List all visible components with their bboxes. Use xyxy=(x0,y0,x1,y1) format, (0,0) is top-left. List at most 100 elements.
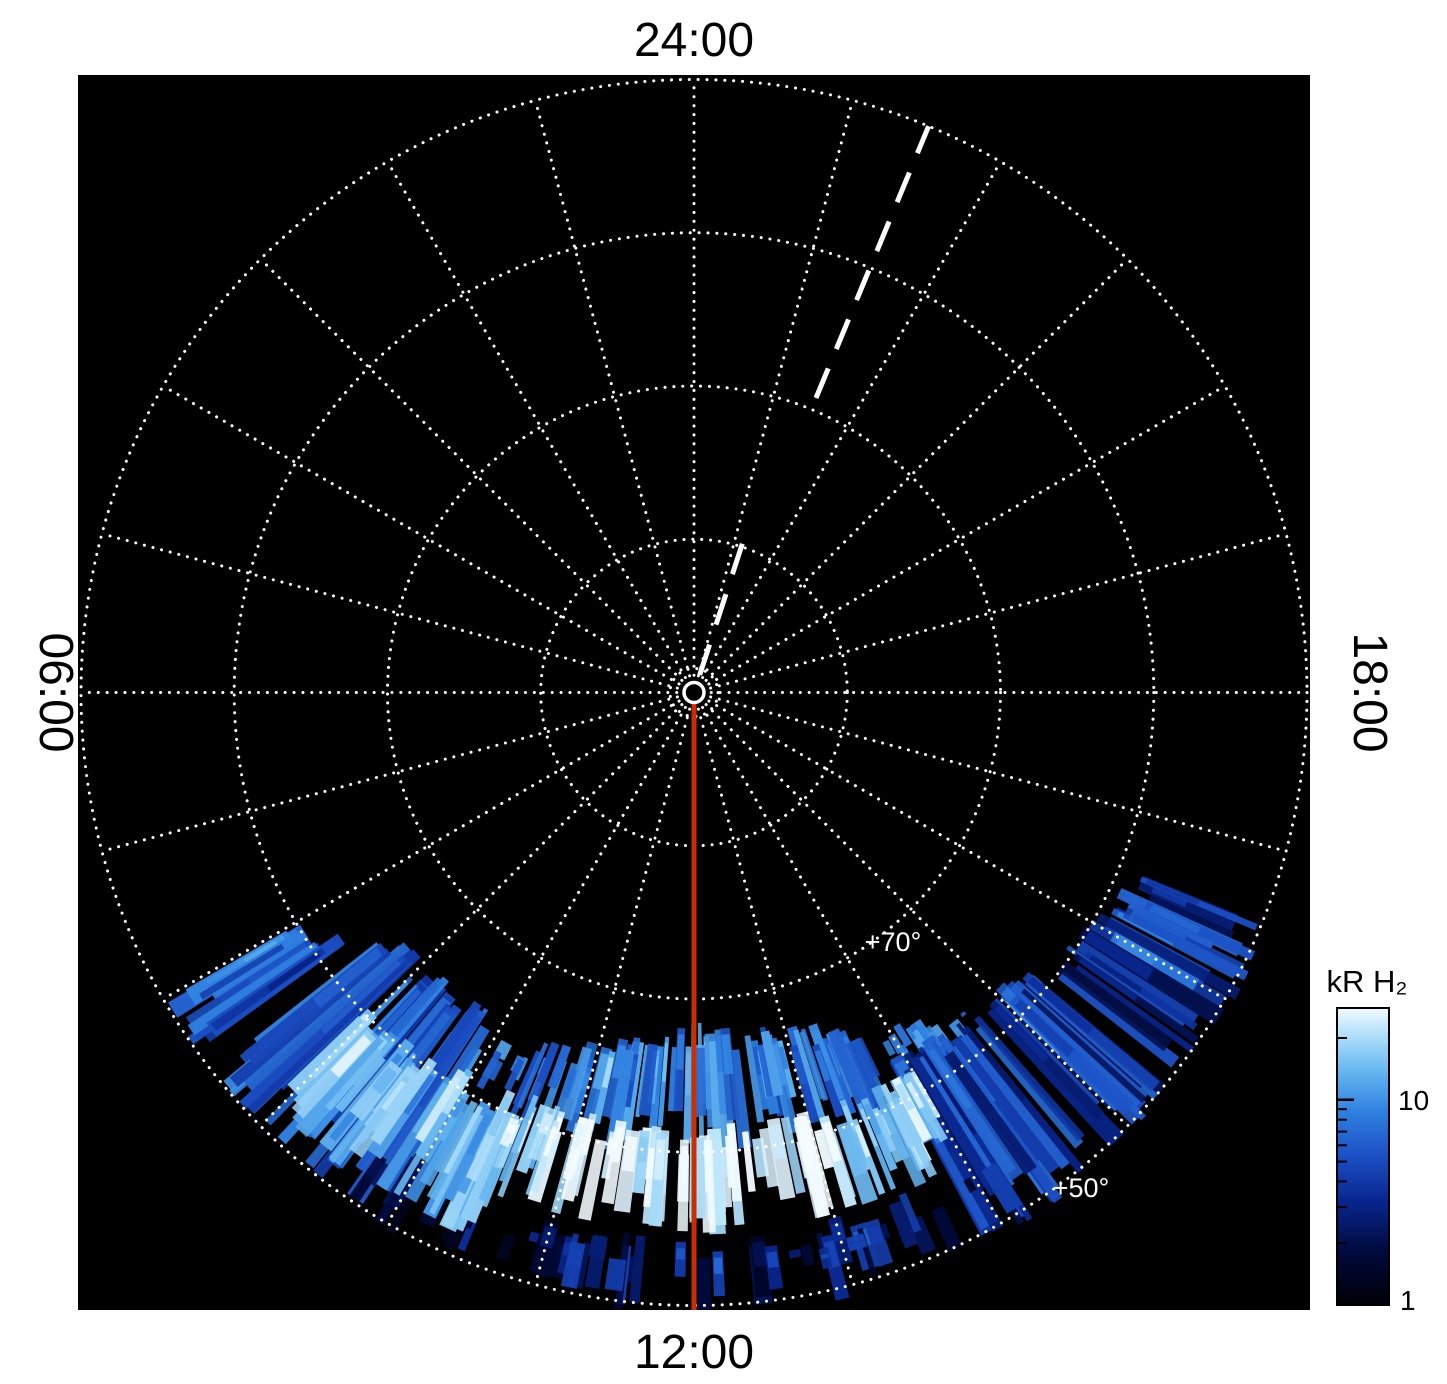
overlay-lines xyxy=(691,125,931,1310)
emission-streak xyxy=(800,1243,815,1267)
grid-spoke xyxy=(259,257,684,682)
emission-streak xyxy=(859,1108,879,1148)
emission-streak xyxy=(547,1044,571,1090)
grid-spoke xyxy=(704,257,1129,682)
emission-streak xyxy=(960,1011,967,1018)
emission-streak xyxy=(898,1192,922,1233)
emission-streak xyxy=(1131,914,1249,981)
emission-streak xyxy=(1076,938,1201,1027)
emission-streak xyxy=(611,1044,627,1079)
emission-streak xyxy=(1014,999,1075,1058)
grid-spoke xyxy=(100,532,679,690)
emission-streak xyxy=(536,1047,557,1084)
emission-streak xyxy=(538,1112,554,1136)
emission-streak xyxy=(965,1039,1018,1104)
emission-streak xyxy=(791,1050,808,1086)
emission-streak xyxy=(836,1121,878,1205)
emission-streak xyxy=(963,1177,977,1194)
local-time-label-1200: 12:00 xyxy=(634,1326,754,1379)
emission-layer xyxy=(168,876,1258,1310)
emission-streak xyxy=(879,1223,891,1240)
emission-streak xyxy=(1127,901,1215,949)
emission-streak xyxy=(629,1235,646,1303)
emission-streak xyxy=(242,942,411,1093)
emission-streak xyxy=(814,1049,831,1082)
emission-streak xyxy=(365,1158,384,1179)
emission-streak xyxy=(505,1123,516,1134)
local-time-label-0600: 06:00 xyxy=(29,632,82,752)
colorbar-tick-label-1: 1 xyxy=(1400,1285,1416,1316)
emission-streak xyxy=(1058,961,1173,1052)
colorbar-tick-label-10: 10 xyxy=(1398,1085,1429,1116)
emission-streak xyxy=(928,1030,936,1038)
colorbar-ticks xyxy=(1337,1037,1354,1305)
emission-streak xyxy=(457,1218,478,1252)
emission-streak xyxy=(370,1162,390,1187)
colorbar-gradient xyxy=(1336,1007,1390,1306)
grid-spoke xyxy=(704,703,1129,1128)
grid-spoke xyxy=(696,707,855,1287)
emission-streak xyxy=(1027,976,1094,1035)
emission-streak xyxy=(830,1222,846,1242)
emission-streak xyxy=(512,1050,541,1106)
emission-streak xyxy=(1058,970,1180,1068)
emission-streak xyxy=(721,1033,734,1075)
colorbar-title: kR H₂ xyxy=(1327,964,1408,999)
emission-streak xyxy=(1154,898,1193,919)
emission-streak xyxy=(820,1253,830,1260)
emission-streak xyxy=(715,1035,724,1072)
emission-streak xyxy=(1075,964,1195,1053)
emission-streak xyxy=(811,1029,830,1064)
emission-streak xyxy=(922,1051,977,1135)
emission-streak xyxy=(691,1258,712,1310)
emission-streak xyxy=(330,1035,372,1078)
emission-streak xyxy=(679,1145,688,1186)
emission-streak xyxy=(1145,879,1200,906)
emission-streak xyxy=(580,1119,595,1156)
emission-streak xyxy=(466,1113,492,1157)
colorbar: kR H₂ 10 1 xyxy=(1327,964,1430,1316)
emission-streak xyxy=(868,1224,885,1245)
emission-streak xyxy=(592,1052,610,1091)
grid-spoke xyxy=(386,160,687,680)
emission-streak xyxy=(415,1068,465,1143)
lat-label-50: +50° xyxy=(1053,1173,1110,1203)
lat-label-70: +70° xyxy=(865,927,922,957)
emission-streak xyxy=(499,1117,519,1148)
emission-streak xyxy=(443,1105,483,1175)
emission-streak xyxy=(578,1139,607,1221)
emission-streak xyxy=(759,1127,780,1188)
grid-spoke xyxy=(100,695,679,853)
emission-streak xyxy=(1084,930,1154,981)
emission-streak xyxy=(516,1042,549,1109)
emission-streak xyxy=(780,1116,806,1194)
emission-streak xyxy=(653,1139,666,1180)
emission-streak xyxy=(482,1057,504,1082)
grid-spoke xyxy=(259,703,684,1128)
emission-streak xyxy=(967,1030,1026,1101)
emission-streak xyxy=(906,1028,917,1041)
emission-streak xyxy=(676,1248,685,1260)
emission-streak xyxy=(1021,988,1147,1103)
emission-streak xyxy=(451,1097,467,1119)
emission-streak xyxy=(522,1100,536,1126)
grid-spoke xyxy=(386,705,687,1225)
emission-streak xyxy=(601,1056,614,1089)
grid-center-ring xyxy=(668,667,720,718)
emission-streak xyxy=(370,1057,437,1146)
emission-streak xyxy=(799,1031,826,1100)
emission-streak xyxy=(769,1124,786,1160)
local-time-label-2400: 24:00 xyxy=(634,14,754,67)
emission-streak xyxy=(882,1039,896,1057)
grid-spoke xyxy=(707,384,1227,686)
emission-streak xyxy=(381,1080,406,1111)
grid-spoke xyxy=(161,384,681,686)
emission-streak xyxy=(975,1024,1084,1149)
emission-streak xyxy=(948,1056,994,1116)
emission-streak xyxy=(339,1022,367,1050)
emission-streak xyxy=(676,1034,685,1070)
emission-streak xyxy=(788,1249,802,1259)
emission-streak xyxy=(729,1049,752,1149)
emission-streak xyxy=(312,947,383,1008)
